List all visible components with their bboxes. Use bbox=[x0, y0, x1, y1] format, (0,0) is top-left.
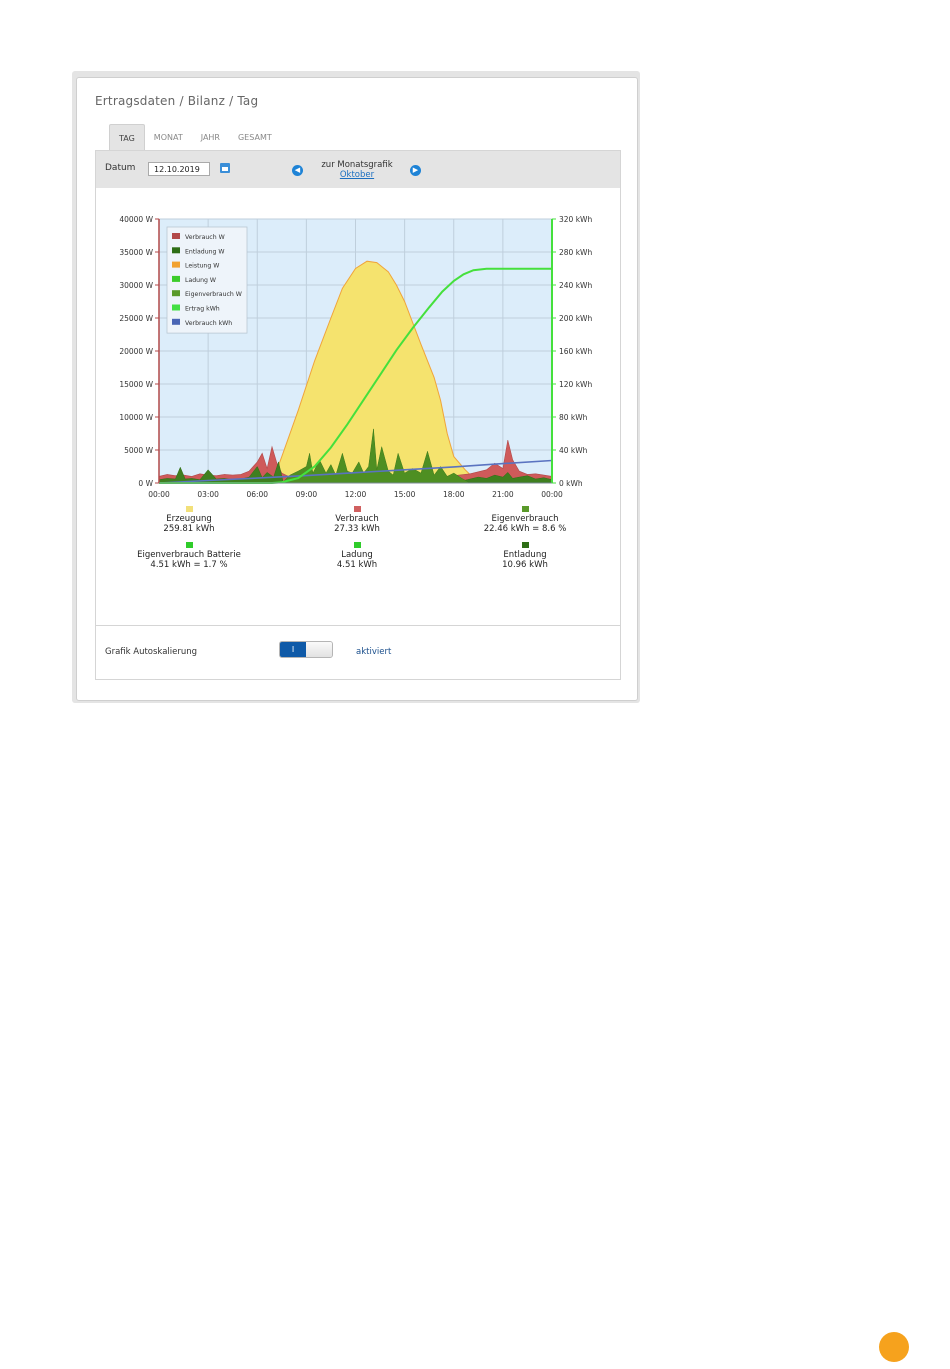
stat-label: Erzeugung bbox=[166, 514, 212, 524]
yield-data-panel: Ertragsdaten / Bilanz / Tag TAG MONAT JA… bbox=[76, 77, 638, 701]
date-input[interactable] bbox=[148, 162, 210, 176]
stat-label: Verbrauch bbox=[335, 514, 379, 524]
y-right-tick-label: 120 kWh bbox=[559, 380, 592, 389]
stat-entladung: Entladung 10.96 kWh bbox=[450, 542, 600, 570]
y-right-tick-label: 160 kWh bbox=[559, 347, 592, 356]
stat-label: Eigenverbrauch Batterie bbox=[137, 550, 241, 560]
stat-label: Ladung bbox=[341, 550, 373, 560]
tab-day[interactable]: TAG bbox=[109, 124, 145, 151]
x-tick-label: 21:00 bbox=[492, 490, 514, 499]
stats-summary: Erzeugung 259.81 kWh Verbrauch 27.33 kWh… bbox=[96, 506, 620, 606]
chart-legend bbox=[166, 226, 248, 334]
y-left-tick-label: 35000 W bbox=[119, 248, 153, 257]
stat-value: 27.33 kWh bbox=[334, 524, 380, 534]
toggle-off-state bbox=[306, 642, 332, 657]
legend-label: Ertrag kWh bbox=[185, 306, 220, 313]
x-tick-label: 00:00 bbox=[541, 490, 563, 499]
autoscale-label: Grafik Autoskalierung bbox=[105, 647, 198, 657]
y-left-tick-label: 10000 W bbox=[119, 413, 153, 422]
calendar-icon[interactable] bbox=[220, 163, 230, 173]
x-tick-label: 03:00 bbox=[197, 490, 219, 499]
stat-value: 259.81 kWh bbox=[163, 524, 215, 534]
month-link[interactable]: Oktober bbox=[339, 170, 375, 180]
autoscale-status: aktiviert bbox=[356, 647, 392, 657]
stat-erzeugung: Erzeugung 259.81 kWh bbox=[114, 506, 264, 534]
date-bar: Datum ◀ zur Monatsgrafik Oktober ▶ bbox=[96, 151, 620, 188]
stat-swatch bbox=[353, 542, 361, 548]
y-right-tick-label: 280 kWh bbox=[559, 248, 592, 257]
x-tick-label: 15:00 bbox=[394, 490, 416, 499]
stat-swatch bbox=[521, 542, 529, 548]
y-right-tick-label: 0 kWh bbox=[559, 479, 583, 488]
legend-swatch bbox=[172, 233, 180, 239]
day-chart: 00:00 03:00 06:00 09:00 12:00 15:00 18:00 21:00… bbox=[119, 215, 592, 499]
stat-label: Entladung bbox=[503, 550, 547, 560]
y-left-tick-label: 30000 W bbox=[119, 281, 153, 290]
y-left-tick-label: 25000 W bbox=[119, 314, 153, 323]
stat-value: 22.46 kWh = 8.6 % bbox=[483, 524, 567, 534]
legend-label: Eigenverbrauch W bbox=[185, 291, 242, 298]
tab-total[interactable]: GESAMT bbox=[237, 133, 272, 142]
breadcrumb: Ertragsdaten / Bilanz / Tag bbox=[95, 94, 259, 108]
y-right-tick-label: 320 kWh bbox=[559, 215, 592, 224]
stat-ladung: Ladung 4.51 kWh bbox=[282, 542, 432, 570]
ertrag-kwh-line bbox=[159, 267, 552, 484]
tab-year[interactable]: JAHR bbox=[200, 133, 220, 142]
stat-swatch bbox=[521, 506, 529, 512]
legend-label: Verbrauch kWh bbox=[185, 320, 232, 327]
y-right-tick-label: 40 kWh bbox=[559, 446, 588, 455]
stat-label: Eigenverbrauch bbox=[491, 514, 559, 524]
y-left-tick-label: 15000 W bbox=[119, 380, 153, 389]
legend-swatch bbox=[172, 261, 180, 268]
x-tick-label: 00:00 bbox=[148, 490, 170, 499]
x-tick-label: 18:00 bbox=[443, 490, 465, 499]
tab-month[interactable]: MONAT bbox=[153, 133, 183, 142]
stat-value: 4.51 kWh bbox=[336, 560, 378, 570]
y-left-tick-label: 5000 W bbox=[124, 446, 153, 455]
x-tick-label: 09:00 bbox=[296, 490, 318, 499]
legend-label: Verbrauch W bbox=[185, 234, 225, 241]
month-chart-link: zur Monatsgrafik Oktober bbox=[312, 160, 402, 180]
divider bbox=[96, 625, 620, 626]
stat-eigenverbrauch: Eigenverbrauch 22.46 kWh = 8.6 % bbox=[450, 506, 600, 534]
period-tabs: TAG MONAT JAHR GESAMT bbox=[109, 124, 281, 151]
y-left-tick-label: 20000 W bbox=[119, 347, 153, 356]
month-chart-text: zur Monatsgrafik bbox=[321, 160, 393, 170]
legend-swatch bbox=[172, 304, 180, 311]
legend-swatch bbox=[172, 247, 180, 254]
x-tick-label: 06:00 bbox=[246, 490, 268, 499]
y-right-tick-label: 80 kWh bbox=[559, 413, 588, 422]
chevron-left-icon[interactable]: ◀ bbox=[292, 165, 303, 176]
y-left-tick-label: 0 W bbox=[138, 479, 153, 488]
legend-swatch bbox=[172, 290, 180, 297]
stat-value: 10.96 kWh bbox=[502, 560, 548, 570]
stat-swatch bbox=[185, 542, 193, 548]
leistung-area bbox=[159, 260, 552, 484]
y-right-tick-label: 240 kWh bbox=[559, 281, 592, 290]
stat-value: 4.51 kWh = 1.7 % bbox=[150, 560, 228, 570]
stat-swatch bbox=[185, 506, 193, 512]
page-marker bbox=[879, 1332, 909, 1362]
legend-label: Leistung W bbox=[185, 263, 219, 270]
stat-verbrauch: Verbrauch 27.33 kWh bbox=[282, 506, 432, 534]
toggle-on-state: I bbox=[280, 642, 306, 657]
y-right-tick-label: 200 kWh bbox=[559, 314, 592, 323]
x-tick-label: 12:00 bbox=[345, 490, 367, 499]
legend-label: Ladung W bbox=[185, 277, 216, 284]
stat-eigenverbrauch-batterie: Eigenverbrauch Batterie 4.51 kWh = 1.7 % bbox=[114, 542, 264, 570]
y-left-tick-label: 40000 W bbox=[119, 215, 153, 224]
date-label: Datum bbox=[105, 163, 136, 173]
chevron-right-icon[interactable]: ▶ bbox=[410, 165, 421, 176]
tab-content: Datum ◀ zur Monatsgrafik Oktober ▶ 00:00… bbox=[95, 150, 621, 680]
verbrauch-kwh-line bbox=[158, 459, 553, 484]
legend-swatch bbox=[172, 318, 180, 325]
legend-label: Entladung W bbox=[185, 248, 225, 255]
legend-swatch bbox=[172, 275, 180, 282]
autoscale-toggle[interactable]: I bbox=[279, 641, 333, 658]
stat-swatch bbox=[353, 506, 361, 512]
